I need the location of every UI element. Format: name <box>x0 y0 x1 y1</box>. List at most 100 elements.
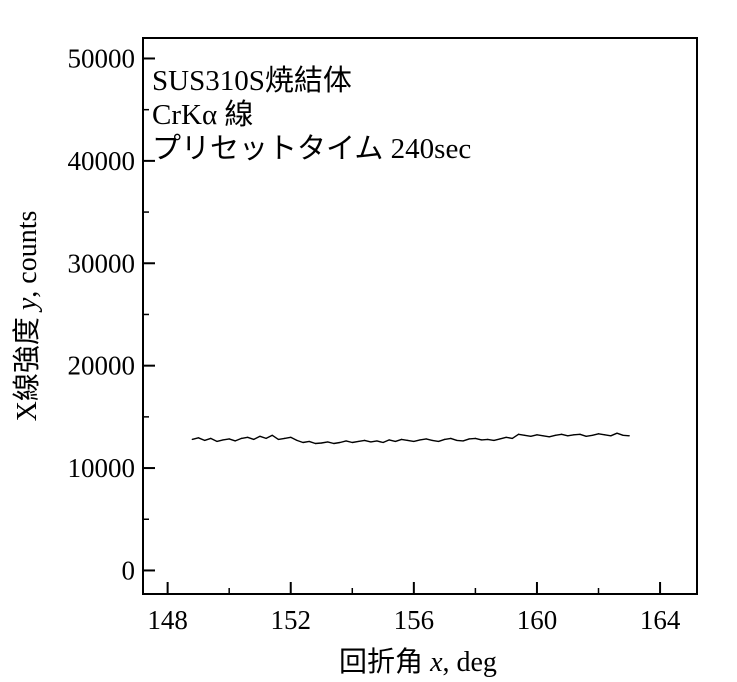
data-point <box>474 437 476 439</box>
data-point <box>308 440 310 443</box>
y-tick-label: 0 <box>122 555 136 585</box>
data-point <box>628 435 630 437</box>
data-point <box>203 439 206 442</box>
x-axis-title-suffix: , deg <box>443 647 497 678</box>
data-point <box>364 439 366 442</box>
x-tick-label: 164 <box>640 605 681 635</box>
data-point <box>616 432 618 434</box>
data-point <box>604 434 606 436</box>
data-point <box>468 438 470 440</box>
y-axis-ticks: 0 10000 20000 30000 40000 50000 <box>68 43 155 585</box>
x-tick-label: 152 <box>270 605 311 635</box>
data-point <box>548 436 550 438</box>
data-point <box>567 435 569 437</box>
x-tick-label: 148 <box>147 605 188 635</box>
data-point <box>271 434 273 436</box>
data-point <box>247 436 249 438</box>
data-point <box>407 439 409 442</box>
data-point <box>554 434 557 436</box>
data-point <box>591 434 593 436</box>
y-tick-label: 20000 <box>68 351 136 381</box>
data-point <box>579 433 581 435</box>
annotation-sample: SUS310S焼結体 <box>152 64 352 97</box>
data-point <box>450 437 452 439</box>
y-tick-label: 50000 <box>68 43 136 73</box>
data-point <box>277 438 280 440</box>
data-point <box>480 439 483 441</box>
y-axis-title: X線強度 y, counts <box>11 211 43 422</box>
data-point <box>505 436 507 438</box>
data-point <box>560 433 563 435</box>
y-tick-label: 10000 <box>68 453 136 483</box>
data-point <box>302 441 304 444</box>
data-point <box>530 435 532 437</box>
data-point <box>345 440 347 442</box>
y-axis-title-suffix: , counts <box>12 211 43 298</box>
data-point <box>253 438 255 440</box>
data-point <box>339 441 341 444</box>
data-point <box>351 441 353 444</box>
data-point <box>314 442 316 445</box>
plot-frame <box>142 37 698 595</box>
data-point <box>259 435 261 437</box>
data-point <box>197 437 199 439</box>
data-point <box>573 434 575 436</box>
y-tick-label: 30000 <box>68 248 136 278</box>
data-point <box>437 440 440 443</box>
annotation-radiation: CrKα 線 <box>152 98 253 131</box>
data-point <box>597 433 600 435</box>
data-point <box>462 440 464 442</box>
data-point <box>487 438 489 440</box>
data-point <box>400 438 403 440</box>
data-point <box>290 436 292 438</box>
data-point <box>216 440 218 443</box>
annotation-preset-time: プリセットタイム 240sec <box>152 133 471 165</box>
x-axis-title-prefix: 回折角 <box>339 646 430 678</box>
data-point <box>499 438 501 440</box>
x-axis-title: 回折角 x, deg <box>339 646 497 678</box>
y-axis-title-variable: y <box>12 297 43 313</box>
data-point <box>283 437 286 439</box>
data-point <box>524 434 526 436</box>
x-axis-title-variable: x <box>429 647 443 678</box>
data-point <box>370 441 372 443</box>
data-point <box>376 440 378 442</box>
series-line <box>192 432 630 445</box>
x-tick-label: 156 <box>394 605 435 635</box>
data-point <box>394 440 396 443</box>
data-point <box>610 435 612 437</box>
data-point <box>493 439 495 442</box>
data-point <box>456 439 458 442</box>
data-point <box>357 440 360 443</box>
data-point <box>413 440 415 443</box>
x-axis-ticks: 148 152 156 160 164 <box>147 582 681 635</box>
data-point <box>228 438 230 440</box>
data-point <box>536 434 538 436</box>
data-point <box>517 433 520 435</box>
data-point <box>382 441 384 444</box>
data-point <box>191 438 193 440</box>
data-point <box>542 435 544 437</box>
data-point <box>265 437 267 439</box>
data-point <box>388 439 390 441</box>
data-point <box>210 437 212 439</box>
data-point <box>622 434 624 436</box>
data-point <box>511 437 513 439</box>
data-point <box>444 438 446 440</box>
x-tick-label: 160 <box>517 605 558 635</box>
data-point <box>419 439 421 441</box>
data-point <box>425 438 427 440</box>
data-point <box>585 435 587 437</box>
data-point <box>234 440 236 442</box>
data-point <box>320 442 323 444</box>
data-point <box>240 437 243 439</box>
y-axis-title-prefix: X線強度 <box>11 310 43 421</box>
y-tick-label: 40000 <box>68 146 136 176</box>
data-point <box>431 439 433 442</box>
data-point <box>296 439 298 442</box>
data-point <box>222 439 224 441</box>
series-group <box>191 432 630 445</box>
data-point <box>327 441 329 443</box>
data-point <box>333 442 335 445</box>
